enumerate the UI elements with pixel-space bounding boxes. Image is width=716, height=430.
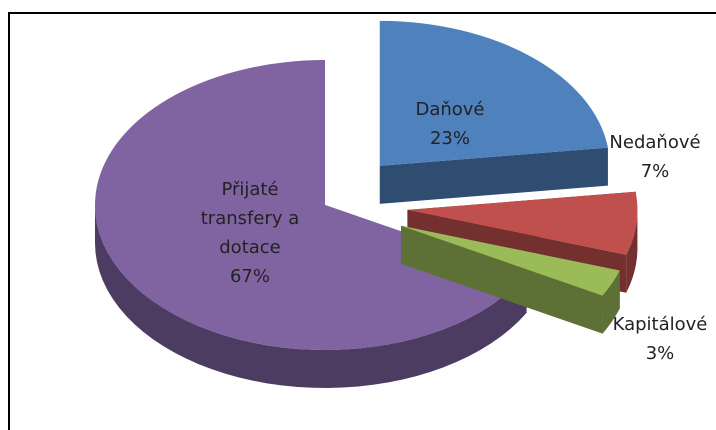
- data-label: Daňové 23%: [395, 95, 505, 153]
- data-label: Kapitálové 3%: [585, 310, 716, 368]
- slice-side: [400, 225, 603, 334]
- slice-side: [626, 209, 638, 293]
- slice-value: 23%: [429, 128, 470, 149]
- data-label: Přijaté transfery a dotace 67%: [180, 175, 320, 291]
- slice-side: [95, 205, 527, 388]
- slice-name: Kapitálové: [612, 314, 708, 335]
- slice-value: 3%: [645, 343, 675, 364]
- pie-slice: [407, 191, 638, 255]
- slice-name: Nedaňové: [609, 132, 701, 153]
- pie-slice: [379, 20, 608, 166]
- slice-value: 7%: [640, 161, 670, 182]
- slice-value: 67%: [229, 266, 270, 287]
- pie-slice: [400, 225, 620, 296]
- data-label: Nedaňové 7%: [590, 128, 716, 186]
- chart-frame: [8, 12, 716, 430]
- slice-side: [602, 270, 620, 334]
- pie-slice: [95, 60, 527, 350]
- slice-name: Přijaté transfery a dotace: [200, 179, 300, 258]
- slice-side: [379, 147, 608, 204]
- slice-name: Daňové: [415, 99, 485, 120]
